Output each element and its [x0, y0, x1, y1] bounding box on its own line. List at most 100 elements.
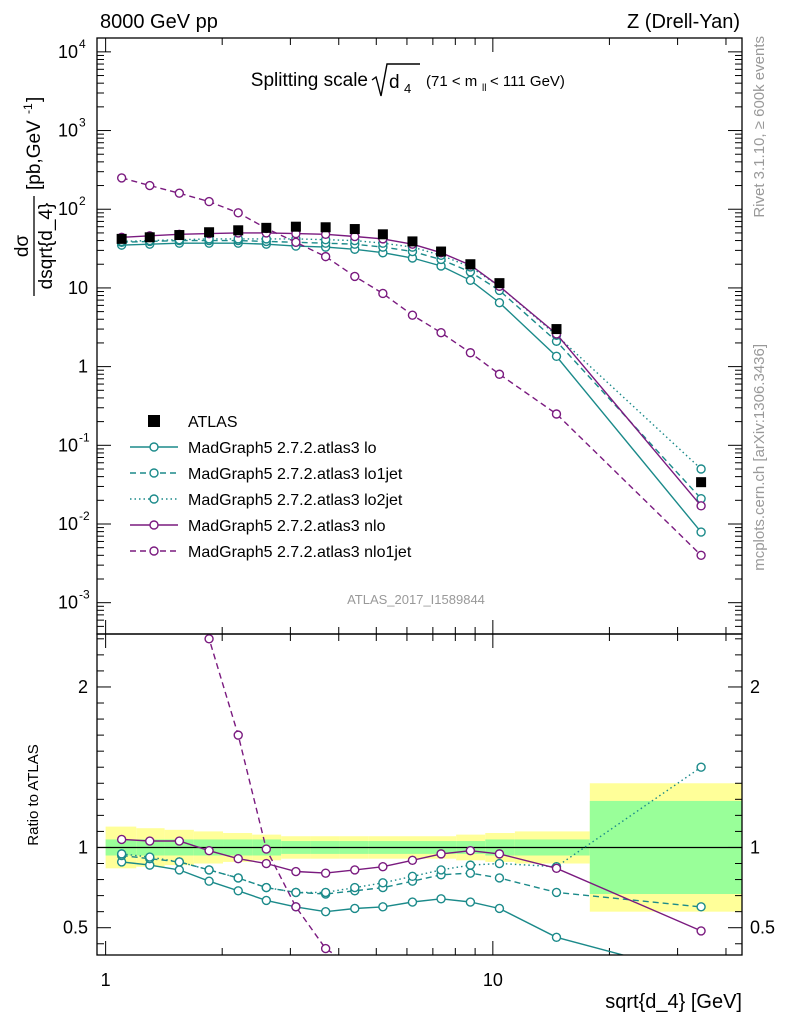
series-1-ratio-point	[320, 906, 331, 917]
series-5-main-point	[291, 237, 301, 248]
series-2-main-line	[121, 239, 702, 500]
series-4-ratio-point	[204, 845, 214, 856]
series-4-main-line	[121, 232, 702, 507]
atlas-data-point	[551, 324, 562, 335]
series-5-ratio-point	[437, 990, 445, 998]
series-5-ratio-point	[146, 282, 154, 290]
series-1-ratio-line	[121, 861, 626, 955]
main-y-tick-exponent: -2	[79, 509, 90, 523]
series-5-ratio-point	[466, 991, 474, 999]
series-4-ratio-point	[350, 865, 360, 875]
x-tick-label: 10	[483, 970, 503, 990]
series-2-ratio-point	[494, 873, 505, 883]
series-3-ratio-point	[233, 873, 243, 883]
series-1-main-point	[696, 527, 706, 537]
series-4-ratio-point	[261, 858, 272, 869]
atlas-data-point	[377, 229, 388, 240]
series-1-ratio-point	[261, 895, 272, 906]
series-5-main-point	[320, 251, 331, 262]
series-5-main-point	[407, 310, 418, 320]
main-y-tick-label: 10	[58, 121, 78, 141]
series-3-main-line	[121, 238, 702, 470]
ratio-series-group	[116, 57, 706, 999]
main-y-tick-label: 10	[58, 514, 78, 534]
series-1-ratio-point	[551, 932, 562, 943]
atlas-data-point	[494, 278, 505, 289]
series-3-ratio-point	[696, 762, 706, 772]
ratio-y-tick-label-right: 2	[750, 677, 760, 697]
series-5-main-point	[204, 196, 214, 207]
main-series-group	[116, 173, 707, 561]
legend-label-0: ATLAS	[188, 414, 238, 431]
series-1-ratio-point	[378, 902, 388, 912]
series-4-ratio-point	[551, 863, 562, 874]
series-4-ratio-line	[121, 838, 702, 932]
series-1-ratio-point	[407, 897, 418, 907]
series-5-ratio-point	[408, 985, 416, 993]
legend-label-5: MadGraph5 2.7.2.atlas3 nlo1jet	[188, 544, 412, 561]
legend-marker-2	[149, 468, 159, 478]
series-4-ratio-point	[407, 855, 418, 866]
series-1-ratio-point	[350, 903, 360, 914]
plot-title-range-sub: ll	[482, 83, 486, 94]
atlas-data-point	[174, 230, 185, 241]
legend-label-2: MadGraph5 2.7.2.atlas3 lo1jet	[188, 466, 403, 483]
series-3-ratio-point	[116, 849, 127, 859]
series-3-ratio-point	[436, 865, 446, 875]
legend-marker-1	[149, 442, 159, 452]
series-2-ratio-point	[696, 902, 706, 912]
legend-marker-5	[149, 546, 159, 556]
series-1-main-point	[551, 351, 562, 362]
series-1-main-point	[494, 297, 505, 308]
series-1-ratio-point	[174, 865, 185, 875]
series-5-ratio-point	[261, 844, 272, 854]
series-3-ratio-point	[174, 857, 185, 867]
series-5-ratio-point	[118, 57, 126, 65]
plot-title-prefix: Splitting scale	[251, 70, 368, 91]
main-y-tick-label: 10	[68, 278, 88, 298]
series-3-ratio-point	[494, 858, 505, 869]
atlas-data-point	[696, 477, 707, 488]
series-5-main-point	[551, 409, 562, 419]
series-5-main-point	[145, 180, 155, 191]
plot-title: Splitting scale d 4 (71 < m ll < 111 GeV…	[251, 63, 565, 97]
ratio-y-tick-label: 2	[78, 677, 88, 697]
ratio-y-tick-label: 0.5	[63, 918, 88, 938]
legend-label-1: MadGraph5 2.7.2.atlas3 lo	[188, 440, 377, 457]
series-5-main-point	[436, 327, 446, 338]
series-4-ratio-point	[145, 836, 155, 846]
main-y-tick-label: 10	[58, 42, 78, 62]
header-left: 8000 GeV pp	[100, 11, 218, 33]
analysis-id: ATLAS_2017_I1589844	[347, 592, 485, 607]
ratio-y-tick-label-right: 0.5	[750, 918, 775, 938]
series-4-ratio-point	[233, 854, 243, 864]
main-ylabel-denominator: dsqrt{d_4}	[36, 203, 57, 290]
rivet-label: Rivet 3.1.10, ≥ 600k events	[751, 36, 768, 218]
series-1-ratio-point	[697, 972, 705, 980]
series-5-ratio-point	[320, 943, 331, 954]
series-4-ratio-point	[494, 849, 505, 859]
series-4-ratio-point	[436, 849, 446, 859]
legend-marker-3	[149, 494, 159, 504]
ratio-ylabel: Ratio to ATLAS	[25, 744, 42, 845]
series-3-main-point	[696, 464, 706, 474]
x-tick-label: 1	[101, 970, 111, 990]
series-3-ratio-point	[291, 887, 301, 898]
series-5-main-point	[116, 173, 127, 183]
sqrt-sign	[371, 63, 420, 97]
main-y-tick-exponent: -3	[79, 588, 90, 602]
series-3-ratio-point	[378, 878, 388, 888]
series-2-ratio-point	[551, 887, 562, 898]
series-1-main-point	[465, 275, 476, 286]
plot-title-sqrt-sub: 4	[404, 81, 411, 96]
atlas-data-point	[436, 246, 447, 257]
ratio-y-tick-label-right: 1	[750, 837, 760, 857]
atlas-data-point	[116, 233, 127, 244]
main-y-tick-label: 10	[58, 435, 78, 455]
series-4-main-point	[696, 501, 706, 511]
plot-title-range-b: < 111 GeV)	[490, 73, 565, 90]
mcplots-label: mcplots.cern.ch [arXiv:1306.3436]	[751, 344, 768, 571]
atlas-data-point	[204, 227, 215, 238]
